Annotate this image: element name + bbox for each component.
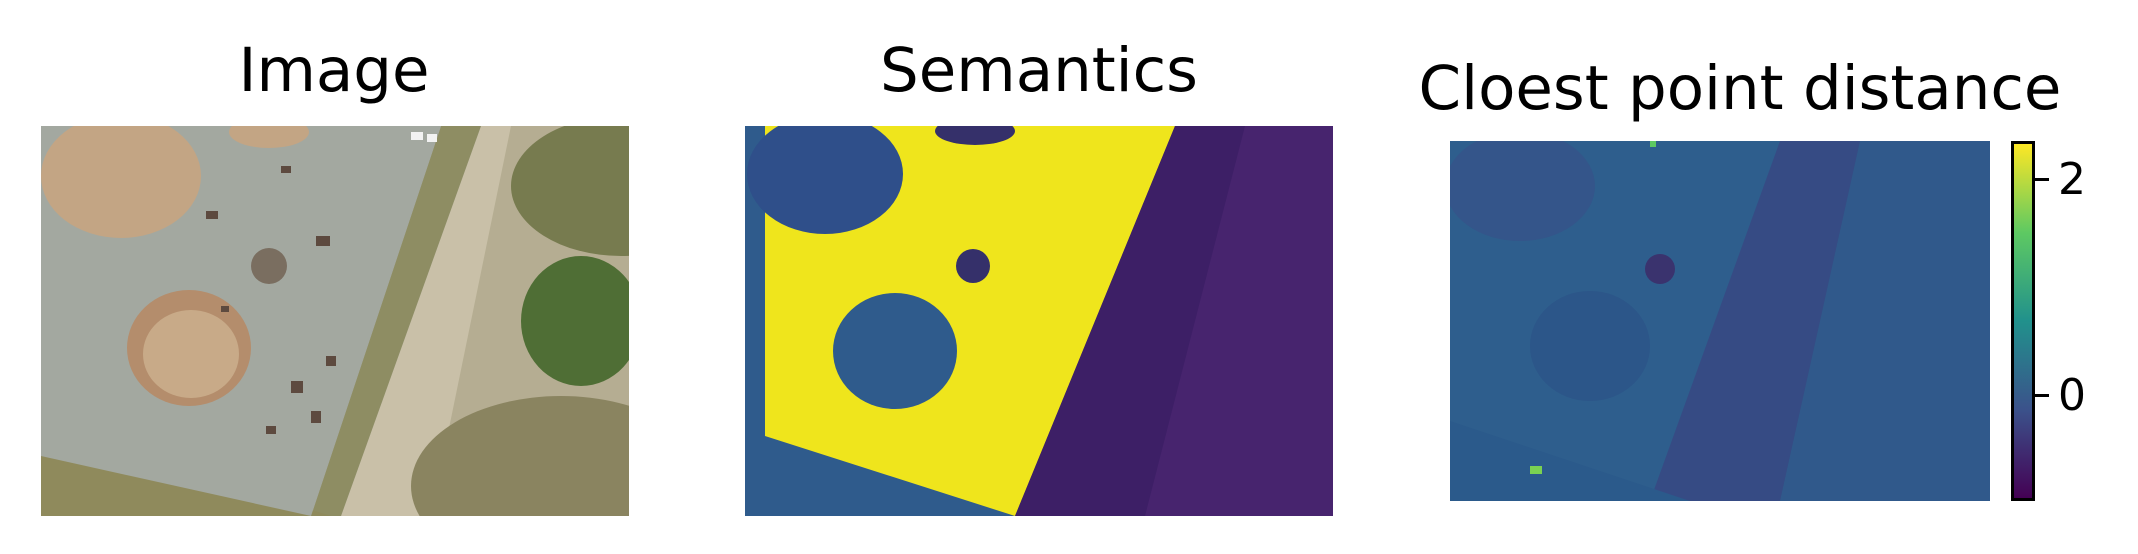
colorbar-tick-label-0: 0	[2058, 370, 2086, 421]
colorbar-tick-top	[2035, 178, 2049, 181]
colorbar-tick-label-2: 2	[2058, 154, 2086, 205]
colorbar	[2011, 141, 2035, 501]
distance-map	[1450, 141, 1990, 501]
colorbar-tick-bottom	[2035, 394, 2049, 397]
semantics-panel-title: Semantics	[880, 35, 1198, 106]
image-panel-title: Image	[238, 35, 430, 106]
distance-panel-title: Cloest point distance	[1418, 53, 2062, 124]
semantics-map	[745, 126, 1333, 516]
aerial-image	[41, 126, 629, 516]
